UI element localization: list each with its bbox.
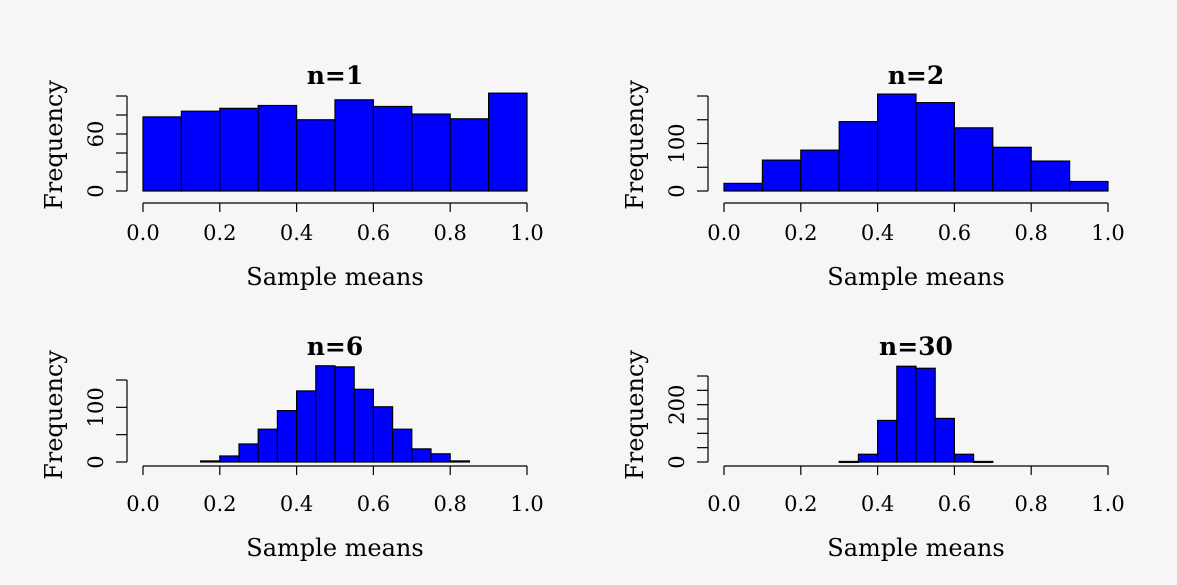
histogram-bar bbox=[934, 417, 956, 463]
x-tick-label: 0.8 bbox=[433, 492, 466, 516]
y-tick-label: 100 bbox=[665, 123, 689, 163]
histogram-bar bbox=[876, 419, 898, 463]
x-tick-label: 0.8 bbox=[1014, 492, 1047, 516]
histogram-bar bbox=[200, 460, 221, 463]
x-tick-label: 0.6 bbox=[938, 221, 971, 245]
histogram-bar bbox=[372, 406, 394, 463]
histogram-bar bbox=[219, 107, 259, 192]
y-tick-label: 0 bbox=[84, 184, 108, 197]
histogram-bar bbox=[430, 453, 451, 463]
histogram-bar bbox=[761, 159, 802, 192]
x-tick-label: 0.0 bbox=[707, 492, 740, 516]
chart-title-3: n=6 bbox=[307, 332, 364, 361]
x-tick-label: 0.4 bbox=[280, 492, 313, 516]
histogram-bar bbox=[1068, 180, 1109, 192]
histogram-bar bbox=[334, 366, 355, 463]
histogram-bar bbox=[972, 460, 994, 464]
histogram-bar bbox=[372, 105, 413, 192]
y-axis-label: Frequency bbox=[621, 80, 649, 210]
y-axis-label: Frequency bbox=[40, 80, 68, 210]
x-tick-label: 0.0 bbox=[126, 492, 159, 516]
histogram-bar bbox=[1030, 160, 1071, 192]
x-tick-label: 0.2 bbox=[784, 492, 817, 516]
histogram-bar bbox=[915, 367, 936, 463]
chart-title-2: n=2 bbox=[888, 61, 945, 90]
x-tick-label: 0.2 bbox=[784, 221, 817, 245]
x-tick-label: 0.2 bbox=[203, 221, 236, 245]
x-tick-label: 0.6 bbox=[938, 492, 971, 516]
histogram-bar bbox=[334, 99, 375, 192]
histogram-bar bbox=[838, 121, 879, 192]
chart-title-4: n=30 bbox=[879, 332, 953, 361]
x-tick-label: 0.4 bbox=[280, 221, 313, 245]
y-axis-label: Frequency bbox=[621, 350, 649, 480]
histogram-bar bbox=[800, 149, 840, 192]
histogram-bar bbox=[353, 388, 375, 463]
histogram-bar bbox=[257, 104, 298, 192]
histogram-bar bbox=[488, 92, 528, 192]
y-tick-label: 60 bbox=[84, 121, 108, 148]
histogram-bar bbox=[953, 453, 975, 463]
y-tick-label: 100 bbox=[84, 387, 108, 427]
x-axis-label: Sample means bbox=[246, 263, 423, 291]
histogram-bar bbox=[257, 428, 279, 463]
y-tick-label: 0 bbox=[665, 455, 689, 468]
histogram-bar bbox=[953, 127, 994, 192]
x-tick-label: 0.4 bbox=[861, 492, 894, 516]
y-tick-label: 200 bbox=[665, 385, 689, 425]
x-tick-label: 0.8 bbox=[433, 221, 466, 245]
histogram-bar bbox=[915, 102, 956, 192]
x-tick-label: 1.0 bbox=[1091, 492, 1124, 516]
x-axis-label: Sample means bbox=[246, 534, 423, 562]
histogram-bar bbox=[142, 116, 183, 192]
histogram-bar bbox=[857, 453, 879, 463]
x-tick-label: 1.0 bbox=[510, 221, 543, 245]
x-tick-label: 1.0 bbox=[510, 492, 543, 516]
x-tick-label: 0.6 bbox=[357, 221, 390, 245]
histogram-bar bbox=[723, 182, 764, 192]
x-tick-label: 0.0 bbox=[707, 221, 740, 245]
x-tick-label: 0.8 bbox=[1014, 221, 1047, 245]
histogram-bar bbox=[276, 410, 298, 463]
histogram-bar bbox=[238, 443, 259, 463]
histogram-bar bbox=[180, 110, 221, 192]
histogram-bar bbox=[449, 460, 471, 463]
chart-title-1: n=1 bbox=[307, 61, 364, 90]
histogram-bar bbox=[296, 119, 336, 192]
x-axis-label: Sample means bbox=[827, 263, 1004, 291]
x-tick-label: 0.2 bbox=[203, 492, 236, 516]
histogram-bar bbox=[876, 93, 917, 192]
histogram-bar bbox=[315, 365, 336, 463]
histogram-bar bbox=[992, 146, 1032, 192]
histogram-bar bbox=[411, 113, 451, 192]
x-axis-label: Sample means bbox=[827, 534, 1004, 562]
histogram-bar bbox=[838, 460, 860, 464]
x-tick-label: 0.6 bbox=[357, 492, 390, 516]
histogram-bar bbox=[449, 118, 490, 192]
histogram-bar bbox=[296, 390, 317, 463]
histogram-bar bbox=[219, 455, 240, 463]
histogram-bar bbox=[896, 365, 917, 463]
y-tick-label: 0 bbox=[665, 184, 689, 197]
y-axis-label: Frequency bbox=[40, 350, 68, 480]
x-tick-label: 1.0 bbox=[1091, 221, 1124, 245]
y-tick-label: 0 bbox=[84, 455, 108, 468]
histogram-bar bbox=[392, 428, 413, 463]
histogram-bar bbox=[411, 448, 432, 463]
x-tick-label: 0.4 bbox=[861, 221, 894, 245]
x-tick-label: 0.0 bbox=[126, 221, 159, 245]
